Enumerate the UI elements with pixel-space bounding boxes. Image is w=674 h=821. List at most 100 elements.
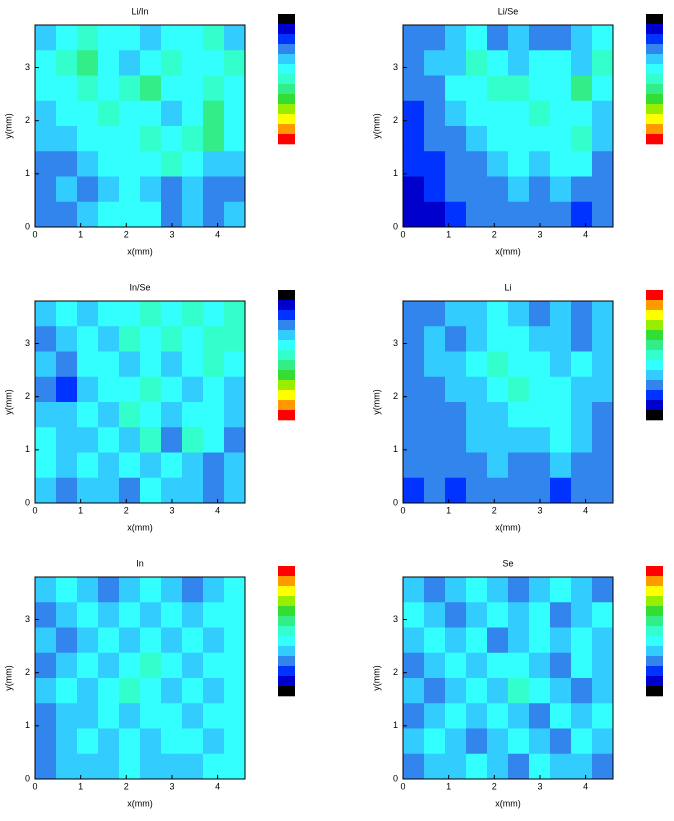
contour-cell bbox=[403, 652, 425, 679]
contour-cell bbox=[571, 402, 593, 428]
colorbar-swatch bbox=[646, 626, 663, 637]
contour-cell bbox=[550, 452, 572, 479]
colorbar-swatch bbox=[278, 134, 295, 145]
x-tick-label: 4 bbox=[583, 505, 588, 515]
contour-cell bbox=[224, 25, 246, 51]
contour-cell bbox=[424, 753, 446, 780]
colorbar-swatch bbox=[278, 24, 295, 35]
contour-cell bbox=[161, 50, 183, 76]
contour-cell bbox=[98, 477, 120, 504]
chart-title: Li/Se bbox=[498, 6, 519, 16]
y-axis-label: y(mm) bbox=[3, 113, 13, 139]
contour-cell bbox=[592, 477, 614, 504]
contour-cell bbox=[161, 126, 183, 152]
colorbar-swatch bbox=[646, 320, 663, 331]
y-tick-label: 1 bbox=[25, 720, 30, 730]
contour-cell bbox=[424, 176, 446, 203]
colorbar-swatch bbox=[646, 400, 663, 411]
contour-cell bbox=[424, 326, 446, 352]
contour-cell bbox=[119, 326, 141, 352]
colorbar-swatch bbox=[278, 566, 295, 577]
chart-title: Se bbox=[502, 558, 513, 568]
contour-cell bbox=[445, 126, 467, 152]
x-axis-label: x(mm) bbox=[495, 246, 521, 256]
contour-cell bbox=[140, 351, 162, 378]
contour-cell bbox=[98, 728, 120, 755]
colorbar-swatch bbox=[278, 34, 295, 45]
contour-cell bbox=[56, 75, 78, 102]
contour-cell bbox=[403, 427, 425, 453]
contour-cell bbox=[571, 326, 593, 352]
contour-cell bbox=[466, 301, 488, 327]
contour-cell bbox=[77, 351, 99, 378]
contour-cell bbox=[550, 100, 572, 127]
contour-cell bbox=[224, 728, 246, 755]
contour-cell bbox=[35, 100, 57, 127]
x-tick-label: 1 bbox=[78, 505, 83, 515]
contour-cell bbox=[119, 376, 141, 403]
contour-cell bbox=[119, 652, 141, 679]
contour-cell bbox=[529, 627, 551, 654]
plot-frame bbox=[402, 576, 614, 780]
contour-cell bbox=[529, 201, 551, 228]
contour-cell bbox=[77, 602, 99, 628]
contour-cell bbox=[161, 326, 183, 352]
colorbar-swatch bbox=[278, 410, 295, 421]
contour-cell bbox=[487, 728, 509, 755]
y-tick-label: 0 bbox=[393, 773, 398, 783]
contour-cell bbox=[119, 753, 141, 780]
colorbar-swatch bbox=[278, 340, 295, 351]
contour-cell bbox=[445, 477, 467, 504]
contour-cell bbox=[424, 427, 446, 453]
contour-cell bbox=[77, 627, 99, 654]
contour-cell bbox=[550, 201, 572, 228]
contour-cell bbox=[529, 151, 551, 177]
contour-cell bbox=[77, 151, 99, 177]
contour-cell bbox=[487, 50, 509, 76]
contour-cell bbox=[182, 728, 204, 755]
contour-cell bbox=[35, 627, 57, 654]
x-tick-label: 4 bbox=[583, 229, 588, 239]
colorbar-swatch bbox=[278, 370, 295, 381]
contour-cell bbox=[550, 678, 572, 704]
contour-cell bbox=[529, 577, 551, 603]
contour-cell bbox=[592, 728, 614, 755]
contour-cell bbox=[424, 151, 446, 177]
contour-cell bbox=[529, 652, 551, 679]
contour-cell bbox=[445, 201, 467, 228]
contour-cell bbox=[161, 728, 183, 755]
colorbar-swatch bbox=[646, 686, 663, 697]
y-tick-label: 3 bbox=[25, 338, 30, 348]
contour-cell bbox=[424, 652, 446, 679]
contour-cell bbox=[224, 176, 246, 203]
x-tick-label: 0 bbox=[32, 229, 37, 239]
contour-cell bbox=[424, 376, 446, 403]
contour-cell bbox=[77, 50, 99, 76]
contour-cell bbox=[161, 703, 183, 729]
contour-cell bbox=[98, 126, 120, 152]
contour-cell bbox=[161, 100, 183, 127]
contour-cell bbox=[203, 151, 225, 177]
contour-cell bbox=[571, 728, 593, 755]
contour-cell bbox=[529, 376, 551, 403]
contour-cell bbox=[182, 427, 204, 453]
contour-cell bbox=[487, 753, 509, 780]
contour-cell bbox=[592, 627, 614, 654]
contour-cell bbox=[529, 477, 551, 504]
contour-cell bbox=[466, 402, 488, 428]
contour-cell bbox=[161, 652, 183, 679]
contour-cell bbox=[529, 351, 551, 378]
contour-cell bbox=[56, 376, 78, 403]
colorbar-swatch bbox=[646, 84, 663, 95]
contour-cell bbox=[140, 201, 162, 228]
colorbar-swatch bbox=[278, 596, 295, 607]
colorbar-swatch bbox=[278, 64, 295, 75]
contour-cell bbox=[508, 753, 530, 780]
contour-cell bbox=[508, 678, 530, 704]
contour-cell bbox=[203, 100, 225, 127]
contour-cell bbox=[424, 627, 446, 654]
contour-cell bbox=[466, 50, 488, 76]
contour-cell bbox=[161, 351, 183, 378]
contour-cell bbox=[77, 126, 99, 152]
y-tick-label: 2 bbox=[393, 115, 398, 125]
